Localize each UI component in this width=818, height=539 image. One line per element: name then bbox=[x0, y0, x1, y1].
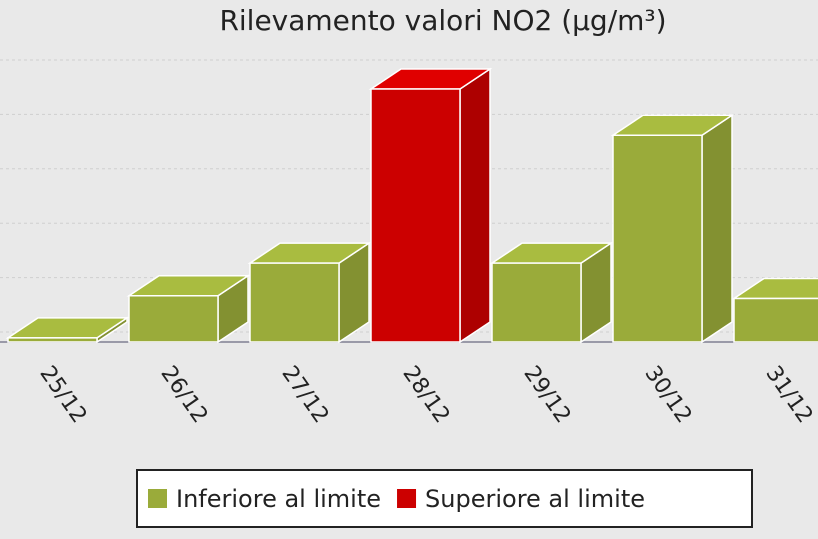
bar bbox=[247, 241, 372, 344]
bar-front bbox=[249, 262, 340, 343]
bar bbox=[368, 67, 493, 344]
bar-front bbox=[7, 337, 98, 343]
bar-side bbox=[701, 113, 733, 344]
bar bbox=[489, 241, 614, 344]
bar-front bbox=[733, 297, 818, 343]
bar bbox=[126, 274, 251, 344]
legend bbox=[136, 469, 753, 528]
legend-label: Superiore al limite bbox=[425, 485, 645, 513]
legend-swatch bbox=[148, 489, 167, 508]
bar-side bbox=[459, 67, 491, 344]
legend-swatch bbox=[397, 489, 417, 508]
bar bbox=[610, 113, 735, 344]
legend-label: Inferiore al limite bbox=[176, 485, 381, 513]
chart-title: Rilevamento valori NO2 (µg/m³) bbox=[219, 4, 666, 37]
bar-front bbox=[491, 262, 582, 343]
bar-front bbox=[612, 134, 703, 343]
bar-front bbox=[370, 88, 461, 343]
bar bbox=[5, 316, 130, 344]
bar bbox=[731, 277, 818, 343]
bar-front bbox=[128, 295, 219, 343]
